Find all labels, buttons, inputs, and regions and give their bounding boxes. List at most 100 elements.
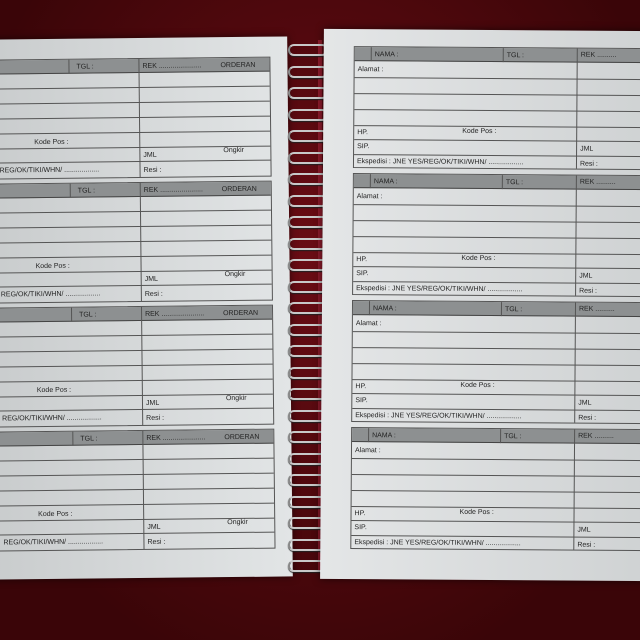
- row-line: [0, 348, 273, 353]
- resi-label: Resi :: [577, 541, 596, 549]
- row-line: [352, 331, 640, 335]
- spiral-binding: [288, 40, 328, 580]
- row-line: [0, 239, 272, 244]
- row-line: [0, 85, 270, 90]
- resi-label: Resi :: [146, 414, 165, 422]
- sip-label: SIP.: [355, 397, 368, 405]
- sip-label: SIP.: [357, 143, 370, 151]
- row-line: [0, 209, 271, 214]
- divider: [369, 174, 371, 189]
- row-line: [0, 333, 273, 338]
- order-form: NAMA : TGL : REK .......... Alamat : HP. Kode…: [351, 300, 640, 425]
- row-line: [0, 407, 274, 412]
- ekspedisi-label: REG/OK/TIKI/WHN/ ..................: [2, 414, 102, 423]
- ekspedisi-label: Ekspedisi : JNE YES/REG/OK/TIKI/WHN/ ...…: [356, 285, 523, 294]
- tgl-label: TGL :: [506, 52, 525, 60]
- row-line: [0, 130, 271, 135]
- divider: [500, 302, 503, 317]
- kode-pos-label: Kode Pos :: [461, 254, 496, 263]
- row-line: [353, 204, 640, 208]
- row-line: [353, 266, 640, 270]
- row-line: [0, 254, 272, 259]
- kode-pos-label: Kode Pos :: [34, 138, 69, 147]
- row-line: [0, 457, 274, 462]
- jml-label: JML: [144, 275, 158, 283]
- row-line: [351, 458, 640, 462]
- row-line: [0, 224, 272, 229]
- kode-pos-label: Kode Pos :: [459, 508, 494, 517]
- row-line: [352, 379, 640, 383]
- left-page: TGL : REK ...................... ORDERAN Ko…: [0, 36, 293, 580]
- spiral-ring: [288, 87, 328, 99]
- row-line: [351, 506, 640, 510]
- alamat-label: Alamat :: [354, 447, 381, 455]
- rek-label: REK ......................: [145, 310, 205, 318]
- order-form: NAMA : TGL : REK .......... Alamat : HP. Kode…: [352, 46, 640, 171]
- row-line: [352, 347, 640, 351]
- row-line: [0, 100, 270, 105]
- ongkir-label: Ongkir: [223, 146, 245, 155]
- rek-label: REK ......................: [146, 434, 206, 442]
- nama-label: NAMA :: [372, 432, 396, 440]
- rek-label: REK ..........: [578, 305, 615, 313]
- order-form: TGL : REK ...................... ORDERAN Ko…: [0, 428, 276, 552]
- row-line: [351, 490, 640, 494]
- divider: [500, 429, 502, 444]
- order-form: TGL : REK ...................... ORDERAN Ko…: [0, 180, 273, 304]
- order-form: TGL : REK ...................... ORDERAN Ko…: [0, 304, 275, 428]
- jml-label: JML: [580, 145, 594, 153]
- nama-label: NAMA :: [372, 305, 397, 313]
- orderan-label: ORDERAN: [221, 185, 257, 194]
- ekspedisi-label: REG/OK/TIKI/WHN/ ..................: [3, 538, 104, 547]
- hp-label: HP.: [355, 383, 367, 391]
- alamat-label: Alamat :: [357, 66, 384, 74]
- divider: [368, 428, 370, 443]
- jml-label: JML: [147, 523, 161, 531]
- spiral-ring: [288, 65, 328, 78]
- resi-label: Resi :: [143, 166, 162, 174]
- rek-label: REK ..........: [580, 51, 617, 59]
- resi-label: Resi :: [144, 290, 163, 298]
- row-line: [353, 252, 640, 256]
- row-line: [353, 236, 640, 240]
- row-line: [0, 159, 271, 164]
- divider: [68, 59, 70, 74]
- tgl-label: TGL :: [76, 63, 94, 71]
- row-line: [354, 109, 640, 113]
- spiral-ring: [288, 130, 328, 142]
- spiral-ring: [288, 108, 328, 121]
- row-line: [0, 115, 271, 120]
- ongkir-label: Ongkir: [224, 270, 246, 279]
- tgl-label: TGL :: [504, 306, 523, 314]
- resi-label: Resi :: [578, 414, 597, 422]
- sip-label: SIP.: [356, 270, 369, 278]
- kode-pos-label: Kode Pos :: [35, 262, 70, 271]
- row-line: [352, 393, 640, 397]
- row-line: [0, 531, 275, 536]
- tgl-label: TGL :: [79, 311, 97, 319]
- divider: [573, 429, 576, 550]
- ekspedisi-label: REG/OK/TIKI/WHN/ ..................: [0, 166, 100, 175]
- sip-label: SIP.: [354, 524, 367, 532]
- row-line: [351, 474, 640, 478]
- kode-pos-label: Kode Pos :: [36, 386, 72, 395]
- divider: [575, 48, 578, 169]
- rek-label: REK ..........: [578, 432, 614, 440]
- hp-label: HP.: [356, 256, 368, 264]
- divider: [501, 175, 503, 190]
- row-line: [352, 363, 640, 367]
- resi-label: Resi :: [579, 160, 598, 168]
- jml-label: JML: [143, 151, 157, 159]
- jml-label: JML: [145, 399, 160, 407]
- divider: [69, 183, 71, 198]
- jml-label: JML: [579, 272, 593, 280]
- row-line: [354, 139, 640, 143]
- tgl-label: TGL :: [504, 433, 522, 441]
- divider: [70, 307, 73, 322]
- row-line: [0, 472, 274, 477]
- row-line: [351, 520, 640, 524]
- kode-pos-label: Kode Pos :: [462, 127, 497, 136]
- divider: [370, 47, 372, 62]
- ekspedisi-label: Ekspedisi : JNE YES/REG/OK/TIKI/WHN/ ...…: [356, 158, 524, 167]
- tgl-label: TGL :: [505, 179, 524, 187]
